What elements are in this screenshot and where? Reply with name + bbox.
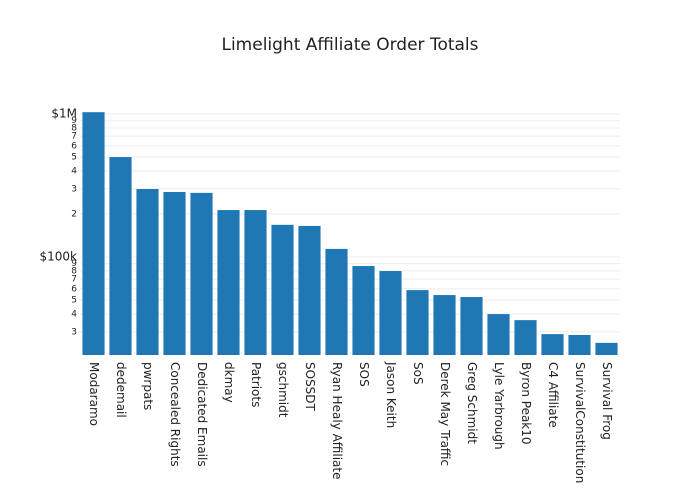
bar [244,210,267,355]
x-tick-label: SOS [357,362,371,387]
y-tick-label: 7 [71,275,77,285]
x-tick-label: Greg Schmidt [465,362,479,444]
y-tick-label: 3 [71,327,77,337]
y-tick-label: 3 [71,184,77,194]
x-tick-label: gschmidt [276,362,290,418]
y-tick-label: 9 [71,259,77,269]
x-tick-label: Ryan Healy Affiliate [330,362,344,480]
bar [541,334,564,355]
x-tick-label: C4 Affiliate [546,362,560,428]
x-tick-label: Derek May Traffic [438,362,452,466]
x-tick-label: Byron Peak10 [519,362,533,445]
x-tick-label: Concealed Rights [168,362,182,467]
bar [190,192,213,355]
x-tick-label: Modaramo [87,362,101,426]
y-tick-label: 9 [71,116,77,126]
x-tick-label: SurvivalConstitution [573,362,587,483]
x-tick-label: SoS [411,362,425,385]
y-tick-label: $100k [40,250,78,264]
y-tick-label: 5 [71,153,77,163]
x-tick-label: dedemail [114,362,128,418]
bar [136,189,159,355]
bar [514,320,537,355]
x-tick-label: Dedicated Emails [195,362,209,467]
bar [217,210,240,355]
bar [325,248,348,355]
bar [271,224,294,355]
bar [433,295,456,355]
x-tick-label: Patriots [249,362,263,407]
bar [460,297,483,355]
chart-title: Limelight Affiliate Order Totals [221,35,478,55]
x-tick-label: Survival Frog [600,362,614,440]
y-tick-label: 5 [71,296,77,306]
x-tick-label: pwrpats [141,362,155,410]
bar [109,157,132,355]
y-tick-label: 2 [71,209,77,219]
x-tick-label: dkmay [222,362,236,403]
bar [595,342,618,355]
bar [568,334,591,355]
x-tick-label: Lyle Yarbrough [492,362,506,450]
y-tick-label: 8 [71,266,77,276]
bar [487,314,510,355]
bar [352,266,375,355]
bar [163,191,186,355]
bar [379,271,402,355]
y-tick-label: 6 [71,141,77,151]
y-tick-label: 6 [71,284,77,294]
x-tick-label: Jason Keith [384,361,398,428]
y-tick-label: 4 [71,309,77,319]
bar [82,112,105,355]
y-tick-label: 4 [71,166,77,176]
x-tick-label: SOSSDT [303,362,317,412]
bar [298,225,321,355]
bar [406,290,429,355]
y-tick-label: 7 [71,132,77,142]
y-tick-label: 8 [71,123,77,133]
y-tick-label: $1M [51,107,77,121]
